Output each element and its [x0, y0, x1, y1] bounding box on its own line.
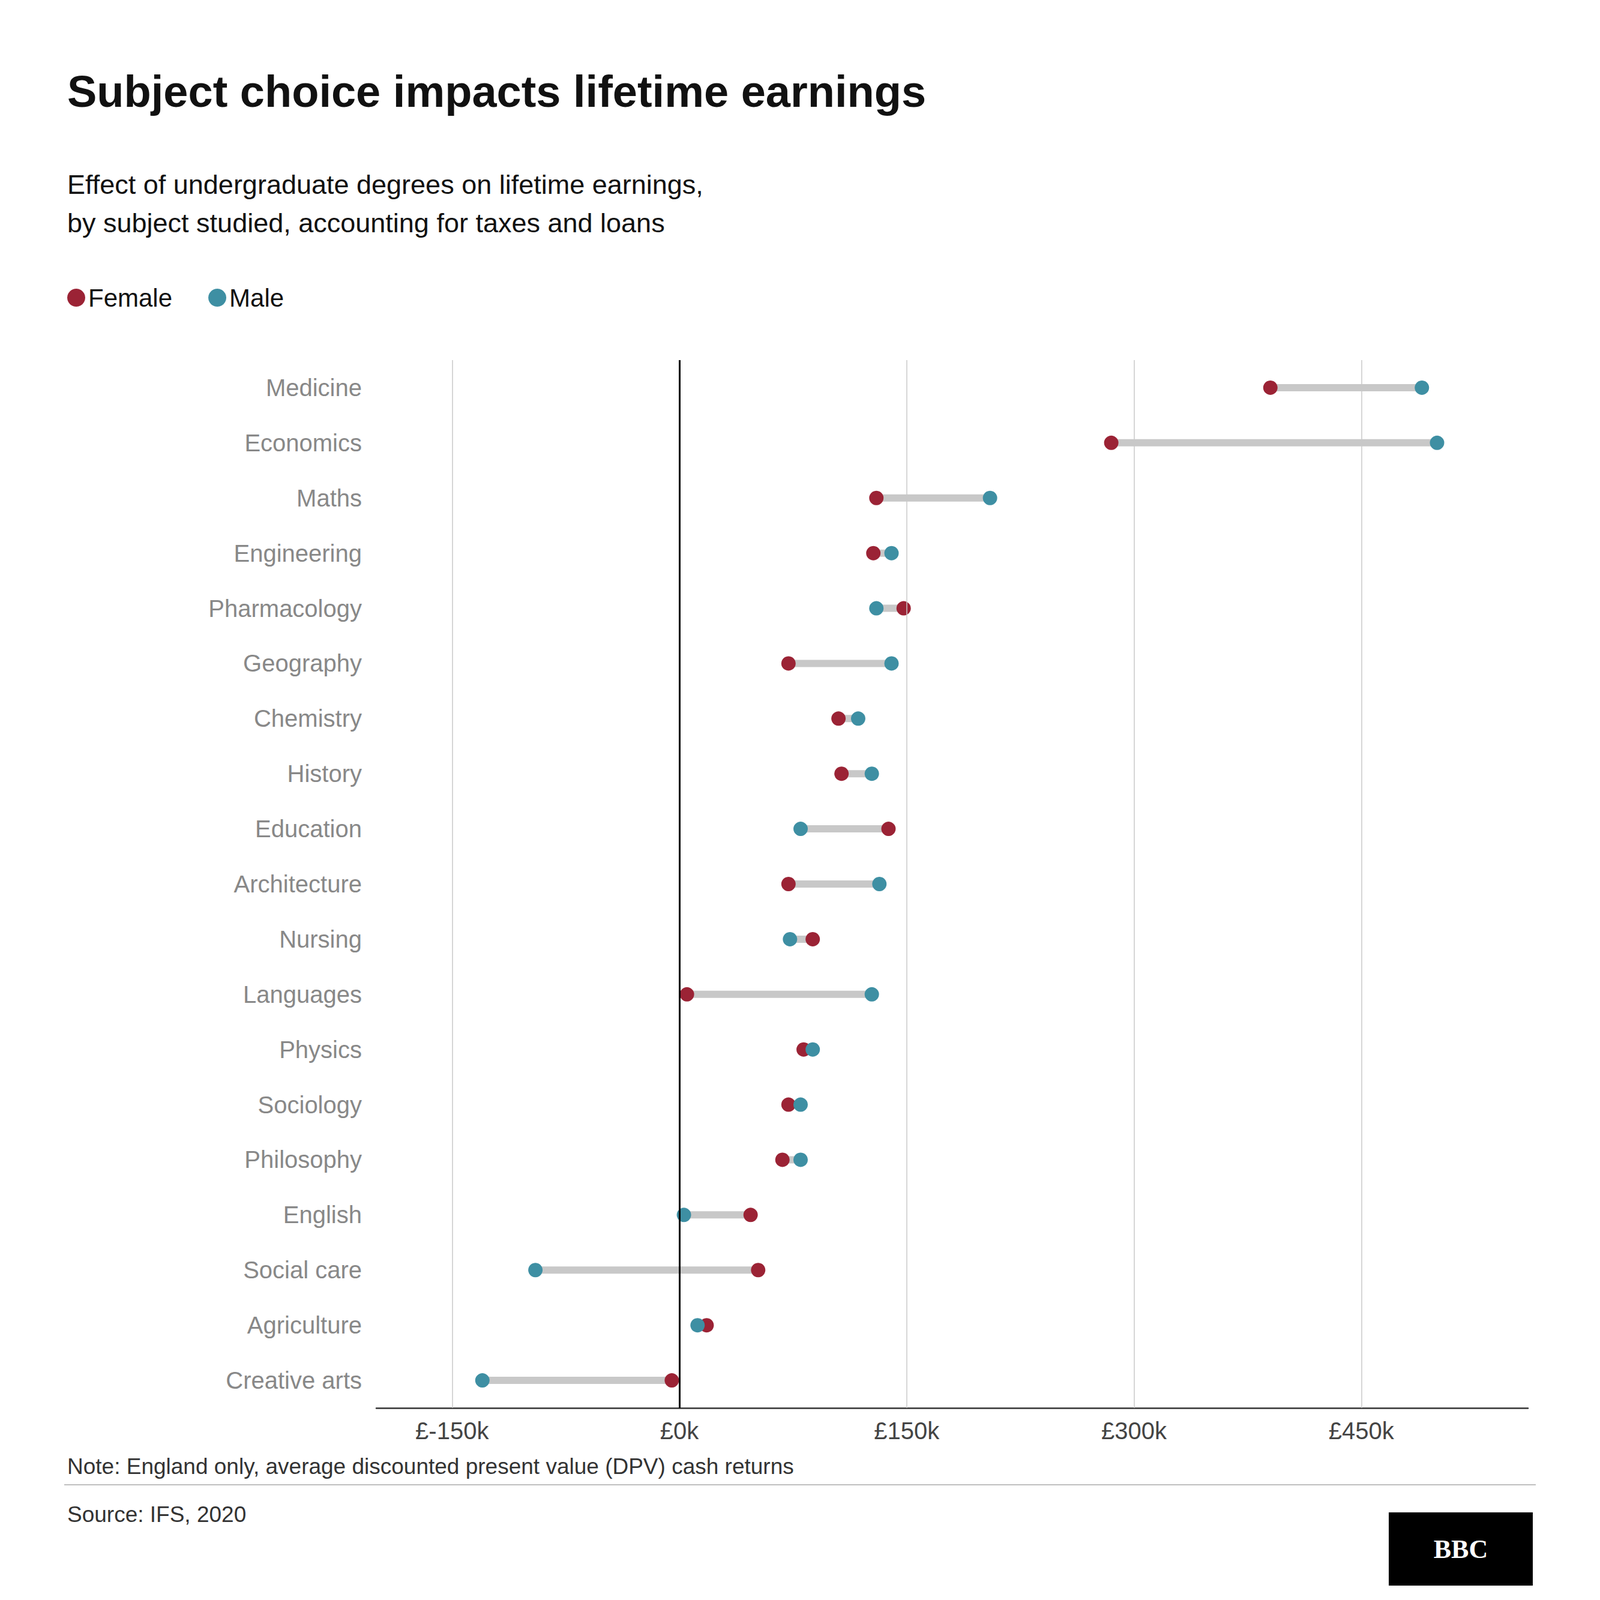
- svg-text:Note: England only, average di: Note: England only, average discounted p…: [67, 1454, 794, 1479]
- svg-text:Subject choice impacts lifetim: Subject choice impacts lifetime earnings: [67, 66, 927, 117]
- svg-text:Male: Male: [229, 283, 284, 313]
- svg-text:Geography: Geography: [243, 649, 362, 677]
- svg-text:Philosophy: Philosophy: [244, 1146, 362, 1173]
- svg-text:Pharmacology: Pharmacology: [208, 595, 362, 622]
- svg-text:Effect of undergraduate degree: Effect of undergraduate degrees on lifet…: [67, 169, 704, 200]
- svg-text:Economics: Economics: [244, 429, 362, 457]
- svg-text:Source: IFS, 2020: Source: IFS, 2020: [67, 1502, 247, 1527]
- svg-text:Physics: Physics: [279, 1036, 362, 1063]
- svg-text:£-150k: £-150k: [415, 1417, 490, 1444]
- svg-text:Architecture: Architecture: [234, 870, 362, 898]
- svg-text:£300k: £300k: [1101, 1417, 1168, 1444]
- svg-text:Chemistry: Chemistry: [253, 705, 362, 732]
- svg-text:English: English: [283, 1201, 362, 1228]
- svg-text:Medicine: Medicine: [265, 374, 362, 401]
- svg-text:Creative arts: Creative arts: [225, 1367, 362, 1394]
- svg-text:by subject studied, accounting: by subject studied, accounting for taxes…: [67, 207, 665, 239]
- svg-text:Education: Education: [255, 815, 362, 843]
- svg-text:Maths: Maths: [296, 484, 362, 512]
- svg-text:Female: Female: [88, 283, 173, 313]
- svg-text:Engineering: Engineering: [234, 540, 363, 567]
- svg-text:History: History: [287, 760, 362, 787]
- svg-text:Languages: Languages: [243, 981, 362, 1008]
- svg-text:Social care: Social care: [243, 1256, 362, 1284]
- svg-text:Sociology: Sociology: [258, 1091, 362, 1119]
- svg-text:£150k: £150k: [873, 1417, 940, 1444]
- svg-text:£0k: £0k: [660, 1417, 700, 1444]
- svg-text:BBC: BBC: [1433, 1534, 1488, 1564]
- svg-text:Nursing: Nursing: [279, 926, 362, 953]
- svg-text:£450k: £450k: [1328, 1417, 1395, 1444]
- svg-text:Agriculture: Agriculture: [247, 1311, 362, 1339]
